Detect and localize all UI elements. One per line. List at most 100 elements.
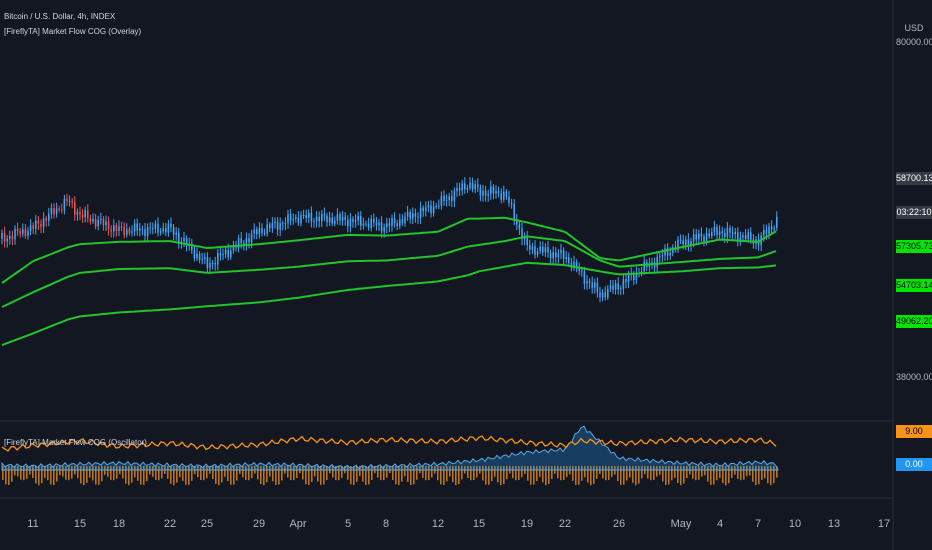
candle-body [3,232,6,242]
candle-body [334,220,336,224]
oscillator-histogram-bar [95,466,97,485]
candle-body [373,218,375,223]
time-axis-tick-label: 18 [113,518,125,530]
candle-body [412,213,414,219]
candle-body [445,200,448,202]
last-price-tag: 58700.13 [896,172,932,185]
oscillator-histogram-bar [266,466,268,483]
candle-body [747,232,749,240]
oscillator-histogram-bar [47,466,49,481]
candle-body [508,196,510,203]
candle-body [16,229,19,232]
candle-body [422,207,424,211]
candle-body [729,227,731,233]
bar-countdown-tag: 03:22:10 [896,206,932,219]
candle-body [24,229,27,237]
oscillator-histogram-bar [572,466,574,481]
overlay-indicator-title[interactable]: [FireflyTA] Market Flow COG (Overlay) [4,27,142,36]
time-axis[interactable]: 11 15 18 22 25 29 Apr 5 8 12 15 19 22 26 May 4 7 10 13 17 [27,518,890,530]
oscillator-histogram-bar [269,466,271,477]
oscillator-histogram-bar [638,466,640,484]
candle-body [222,254,224,256]
candle-body [482,190,484,196]
candle-body [666,248,669,256]
candle-body [37,220,40,224]
oscillator-histogram-bar [176,466,178,483]
oscillator-histogram-bar [383,466,385,481]
oscillator-histogram-bar [485,466,487,485]
candle-body [128,229,131,233]
oscillator-histogram-bar [431,466,433,478]
candle-body [63,198,66,211]
oscillator-histogram-bar [14,466,16,476]
oscillator-histogram-bar [692,466,694,479]
oscillator-histogram-bar [656,466,658,477]
candle-body [547,247,549,253]
candle-body [562,249,565,259]
oscillator-histogram-bar [515,466,517,481]
oscillator-histogram-bar [767,466,769,484]
oscillator-histogram-bar [623,466,625,485]
candle-body [232,246,235,251]
oscillator-histogram-bar [62,466,64,477]
candle-body [9,236,11,239]
oscillator-histogram-bar [380,466,382,481]
oscillator-histogram-bar [776,466,778,478]
candle-body [690,241,692,246]
candle-body [612,285,614,290]
oscillator-histogram-bar [68,466,70,481]
oscillator-histogram-bar [296,466,298,478]
oscillator-histogram-bar [617,466,619,482]
candle-body [258,228,261,235]
candle-body [365,223,367,225]
candle-body [300,215,302,224]
oscillator-histogram-bar [602,466,604,479]
oscillator-histogram-bar [737,466,739,479]
candle-body [237,238,240,248]
candle-body [35,220,37,229]
price-axis[interactable]: USD 80000.00 58700.13 03:22:10 57305.73 … [894,0,932,498]
candle-body [193,250,196,259]
oscillator-histogram-bar [11,466,13,482]
candle-body [58,208,60,210]
candle-body [695,234,697,240]
candle-body [599,292,601,298]
candle-body [419,207,422,218]
symbol-title[interactable]: Bitcoin / U.S. Dollar, 4h, INDEX [4,12,116,21]
candle-body [417,216,419,218]
candle-body [240,238,242,244]
candle-body [555,252,557,258]
candle-body [94,219,97,227]
oscillator-histogram-bar [293,466,295,481]
candle-body [544,247,547,253]
candle-body [170,223,172,228]
candle-body [256,229,258,235]
candle-body [360,215,362,226]
oscillator-histogram-bar [713,466,715,485]
candle-body [438,205,440,207]
oscillator-histogram-bar [476,466,478,478]
ma-slow-line [1,261,777,347]
candle-body [700,233,703,237]
candle-body [367,223,370,228]
oscillator-indicator-title[interactable]: [FireflyTA] Market Flow COG (Oscillator) [4,438,147,447]
candle-body [490,186,492,194]
price-label-bottom: 38000.00 [896,372,932,382]
candle-body [383,227,385,232]
oscillator-histogram-bar [422,466,424,478]
candle-body [144,229,146,236]
candle-body [201,259,203,260]
oscillator-bottom-tag: 0.00 [896,458,932,471]
oscillator-histogram-bar [590,466,592,486]
candle-body [165,228,167,233]
candle-body [492,186,495,194]
candle-body [29,225,32,231]
oscillator-histogram-bar [44,466,46,478]
candle-body [279,223,281,230]
oscillator-histogram-bar [77,466,79,479]
candle-body [443,195,445,201]
candle-body [154,223,157,229]
oscillator-histogram-bar [122,466,124,479]
oscillator-histogram-bar [707,466,709,482]
